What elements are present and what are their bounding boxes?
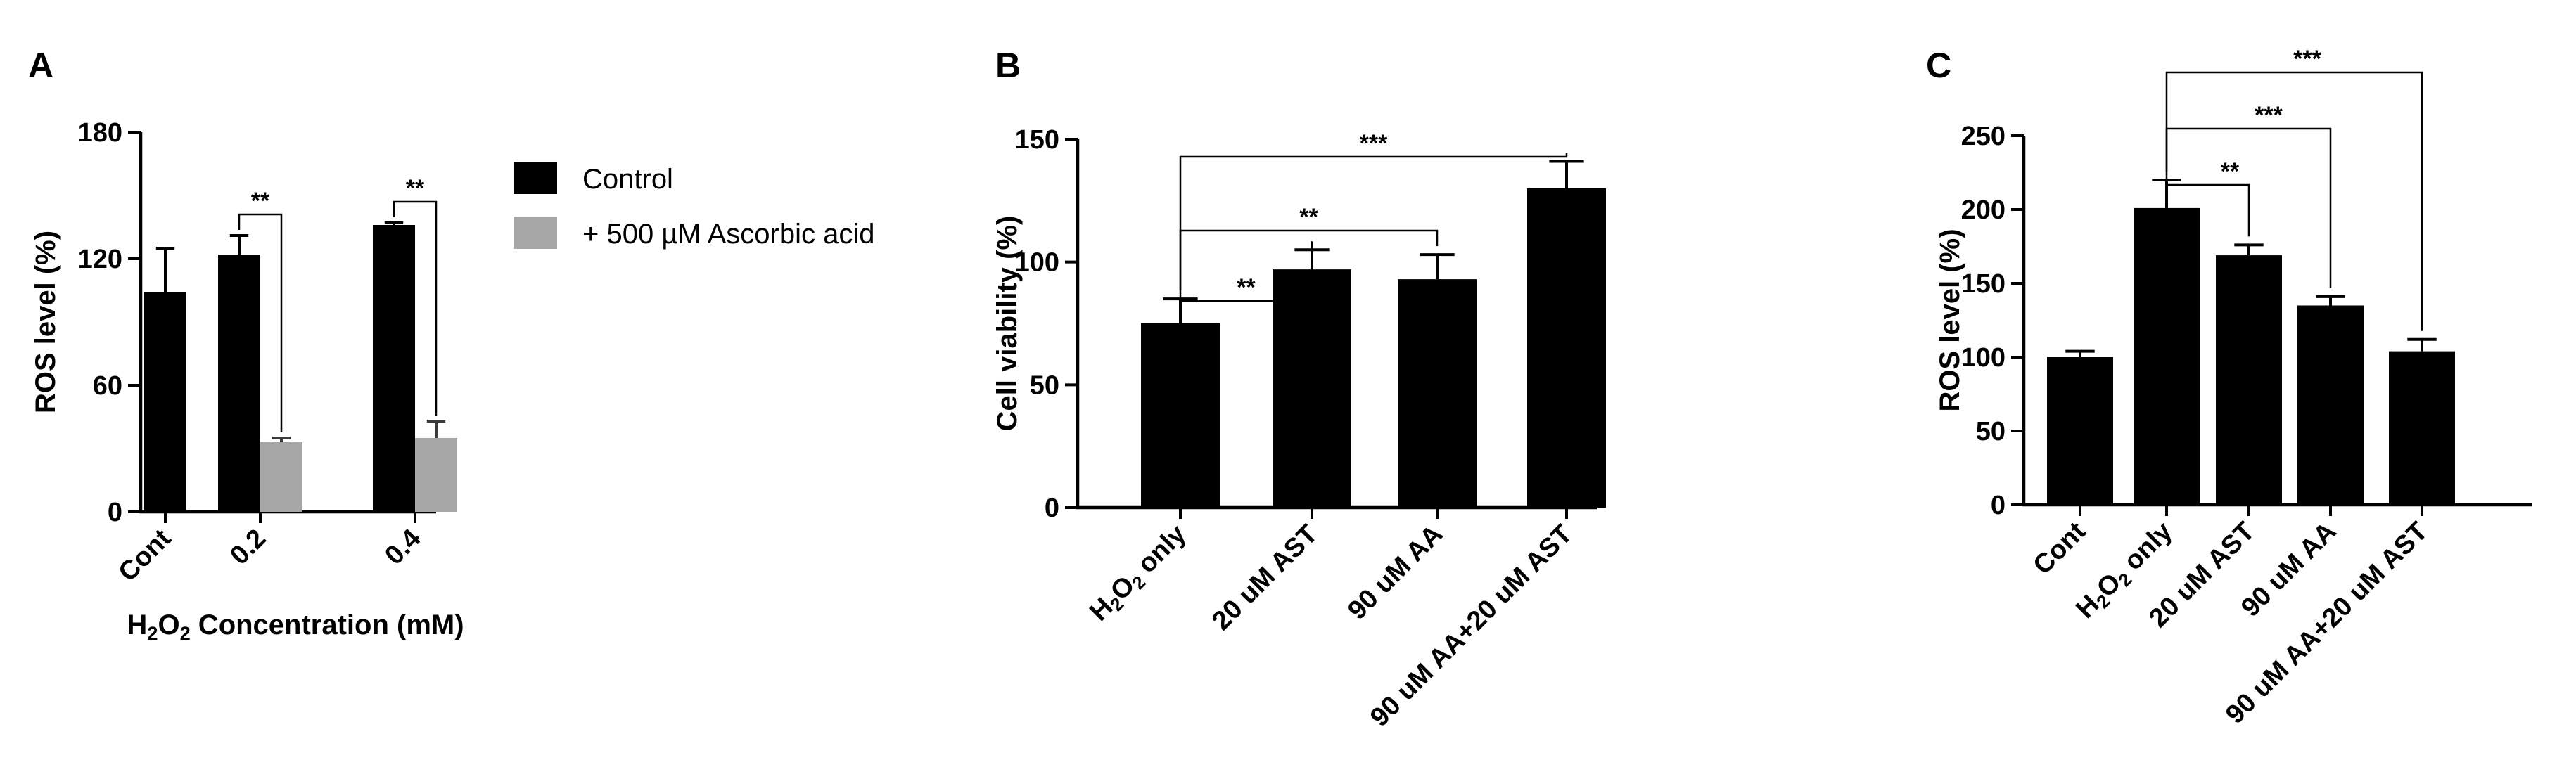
bar bbox=[1398, 279, 1477, 508]
bar bbox=[1527, 188, 1606, 508]
y-tick-label: 50 bbox=[1030, 371, 1059, 400]
y-tick-label: 0 bbox=[108, 498, 122, 527]
bar bbox=[1273, 269, 1351, 508]
bar bbox=[373, 225, 415, 512]
text-part: O bbox=[158, 610, 179, 640]
x-tick-label: 90 uM AA bbox=[1342, 520, 1448, 626]
significance-bracket bbox=[238, 213, 283, 432]
y-tick-label: 200 bbox=[1961, 195, 2006, 225]
legend-swatch bbox=[514, 162, 557, 194]
legend-label: + 500 µM Ascorbic acid bbox=[582, 219, 874, 250]
y-axis-label: ROS level (%) bbox=[1934, 228, 1965, 411]
legend-swatch bbox=[514, 217, 557, 249]
bar bbox=[415, 438, 457, 512]
x-tick-label: 0.4 bbox=[379, 524, 426, 571]
x-tick-label: 20 uM AST bbox=[1206, 520, 1323, 636]
significance-bracket bbox=[2165, 172, 2250, 237]
significance-bracket bbox=[2165, 71, 2423, 331]
x-tick-label: Cont bbox=[2027, 516, 2091, 580]
bar bbox=[2389, 351, 2455, 505]
bar bbox=[2216, 255, 2282, 505]
text-part: Concentration (mM) bbox=[191, 610, 464, 640]
significance-bracket bbox=[393, 200, 438, 416]
y-tick-label: 50 bbox=[1976, 417, 2006, 446]
bar bbox=[2297, 305, 2364, 505]
y-tick-label: 150 bbox=[1015, 125, 1059, 155]
legend: Control + 500 µM Ascorbic acid bbox=[514, 162, 874, 250]
significance-label: ** bbox=[251, 188, 270, 214]
bar bbox=[2134, 207, 2200, 505]
significance-label: ** bbox=[2221, 158, 2240, 185]
subscript: 2 bbox=[180, 622, 191, 644]
y-axis-label: Cell viability (%) bbox=[992, 216, 1023, 432]
text-part: H bbox=[127, 610, 147, 640]
x-tick-label: 0.2 bbox=[224, 524, 272, 571]
significance-label: ** bbox=[1237, 274, 1256, 301]
significance-bracket bbox=[1179, 241, 1313, 302]
bar bbox=[2047, 357, 2113, 505]
bar bbox=[218, 255, 260, 512]
significance-label: ** bbox=[406, 175, 425, 202]
panel-label: C bbox=[1926, 46, 1951, 85]
bar bbox=[144, 292, 186, 512]
significance-bracket bbox=[1179, 153, 1568, 291]
significance-label: *** bbox=[1360, 130, 1388, 157]
significance-label: *** bbox=[2255, 102, 2283, 129]
legend-label: Control bbox=[582, 164, 673, 195]
y-axis-label: ROS level (%) bbox=[30, 231, 61, 413]
bar bbox=[1141, 323, 1220, 508]
panel-label: B bbox=[995, 46, 1021, 85]
y-tick-label: 100 bbox=[1961, 343, 2006, 373]
y-tick-label: 100 bbox=[1015, 248, 1059, 278]
chart-panel-b: B 0 50 100 150 Cell viability (%) H2O2 only 20 … bbox=[992, 46, 1606, 733]
x-tick-label: Cont bbox=[113, 523, 177, 587]
y-tick-label: 60 bbox=[93, 371, 122, 401]
bar bbox=[260, 442, 302, 512]
y-tick-label: 180 bbox=[78, 118, 122, 148]
x-axis-label: H2O2 Concentration (mM) bbox=[127, 610, 464, 644]
x-tick-label: H2O2 only bbox=[1084, 520, 1194, 629]
y-tick-label: 250 bbox=[1961, 122, 2006, 151]
y-tick-label: 150 bbox=[1961, 269, 2006, 299]
y-tick-label: 0 bbox=[1045, 494, 1059, 523]
y-tick-label: 120 bbox=[78, 245, 122, 274]
panel-label: A bbox=[28, 46, 53, 85]
y-tick-label: 0 bbox=[1991, 491, 2006, 520]
significance-label: ** bbox=[1299, 204, 1318, 231]
subscript: 2 bbox=[147, 622, 158, 644]
significance-label: *** bbox=[2293, 46, 2321, 72]
